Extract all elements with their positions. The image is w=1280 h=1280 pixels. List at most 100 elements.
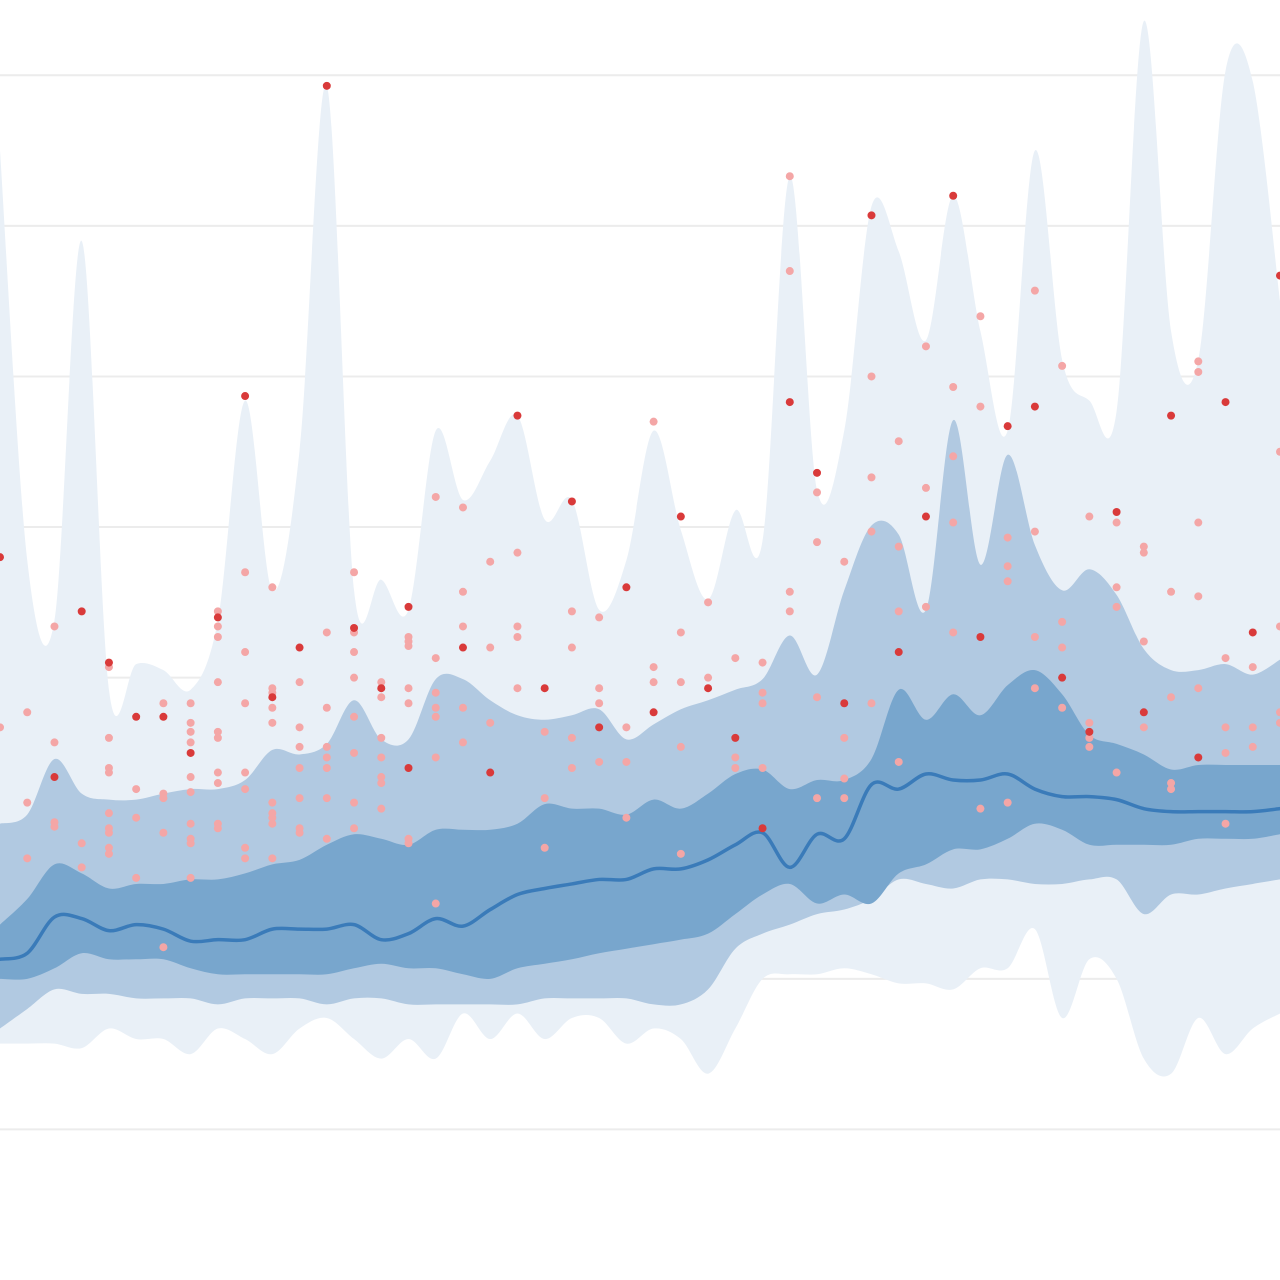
data-point xyxy=(213,613,222,622)
data-point xyxy=(976,312,985,321)
data-point xyxy=(1030,632,1039,641)
data-point xyxy=(241,768,250,777)
data-point xyxy=(77,839,86,848)
data-point xyxy=(458,738,467,747)
data-point xyxy=(186,738,195,747)
data-point xyxy=(540,794,549,803)
data-point xyxy=(1085,742,1094,751)
data-point xyxy=(1194,684,1203,693)
data-point xyxy=(404,764,413,772)
data-point xyxy=(595,723,604,732)
data-point xyxy=(186,773,195,782)
data-point xyxy=(867,527,876,536)
data-point xyxy=(0,553,4,562)
median-line xyxy=(0,772,1280,961)
data-point xyxy=(1221,748,1230,757)
data-point xyxy=(867,699,876,708)
data-point xyxy=(649,678,658,687)
data-point xyxy=(840,699,849,708)
data-point xyxy=(322,81,331,90)
data-point xyxy=(758,764,767,772)
data-point xyxy=(1003,533,1012,542)
data-point xyxy=(241,785,250,794)
data-point xyxy=(159,712,168,721)
data-point xyxy=(350,623,359,632)
data-point xyxy=(213,678,222,687)
data-point xyxy=(159,943,168,952)
data-point xyxy=(377,684,386,693)
data-point xyxy=(213,622,222,631)
data-point xyxy=(867,372,876,381)
data-point xyxy=(186,839,195,848)
data-point xyxy=(377,753,386,762)
data-point xyxy=(758,824,767,833)
data-point xyxy=(567,497,576,506)
data-point xyxy=(1085,727,1094,736)
data-point xyxy=(186,788,195,797)
data-point xyxy=(649,417,658,426)
data-point xyxy=(104,849,113,858)
data-point xyxy=(186,873,195,882)
data-point xyxy=(1248,663,1257,672)
data-point xyxy=(840,774,849,783)
data-point xyxy=(1139,548,1148,557)
data-point xyxy=(322,703,331,712)
data-point xyxy=(622,583,631,592)
data-point xyxy=(186,819,195,828)
data-point xyxy=(0,723,4,732)
data-point xyxy=(676,512,685,521)
data-point xyxy=(813,693,822,702)
data-point xyxy=(731,654,740,663)
data-point xyxy=(50,622,59,631)
data-point xyxy=(77,607,86,616)
data-point xyxy=(785,267,794,276)
data-point xyxy=(295,742,304,751)
data-point xyxy=(50,773,59,782)
data-point xyxy=(241,699,250,708)
data-point xyxy=(1194,518,1203,527)
data-point xyxy=(1221,819,1230,828)
data-point xyxy=(813,488,822,497)
data-point xyxy=(1248,723,1257,732)
data-point xyxy=(213,733,222,742)
data-point xyxy=(949,628,958,637)
data-point xyxy=(404,602,413,611)
data-point xyxy=(350,568,359,577)
data-point xyxy=(77,863,86,872)
data-point xyxy=(949,383,958,392)
data-point xyxy=(704,598,713,607)
data-point xyxy=(458,503,467,512)
data-point xyxy=(241,568,250,577)
data-point xyxy=(350,824,359,833)
data-point xyxy=(486,718,495,727)
data-point xyxy=(23,798,32,807)
data-point xyxy=(213,779,222,788)
data-point xyxy=(377,733,386,742)
data-point xyxy=(785,398,794,407)
data-point xyxy=(649,663,658,672)
data-point xyxy=(186,748,195,757)
data-point xyxy=(104,768,113,777)
data-point xyxy=(1248,742,1257,751)
data-point xyxy=(758,699,767,708)
data-point xyxy=(894,757,903,766)
data-point xyxy=(676,849,685,858)
data-point xyxy=(241,854,250,863)
data-point xyxy=(1221,723,1230,732)
data-point xyxy=(295,678,304,687)
data-point xyxy=(322,834,331,843)
data-point xyxy=(1112,583,1121,592)
data-point xyxy=(104,658,113,667)
data-point xyxy=(1085,512,1094,521)
data-point xyxy=(132,873,141,882)
data-point xyxy=(567,607,576,616)
data-point xyxy=(567,733,576,742)
data-point xyxy=(731,753,740,762)
data-point xyxy=(1112,508,1121,516)
data-point xyxy=(268,693,277,702)
data-point xyxy=(595,699,604,708)
data-point xyxy=(1003,798,1012,807)
data-point xyxy=(458,587,467,596)
data-point xyxy=(1058,703,1067,712)
